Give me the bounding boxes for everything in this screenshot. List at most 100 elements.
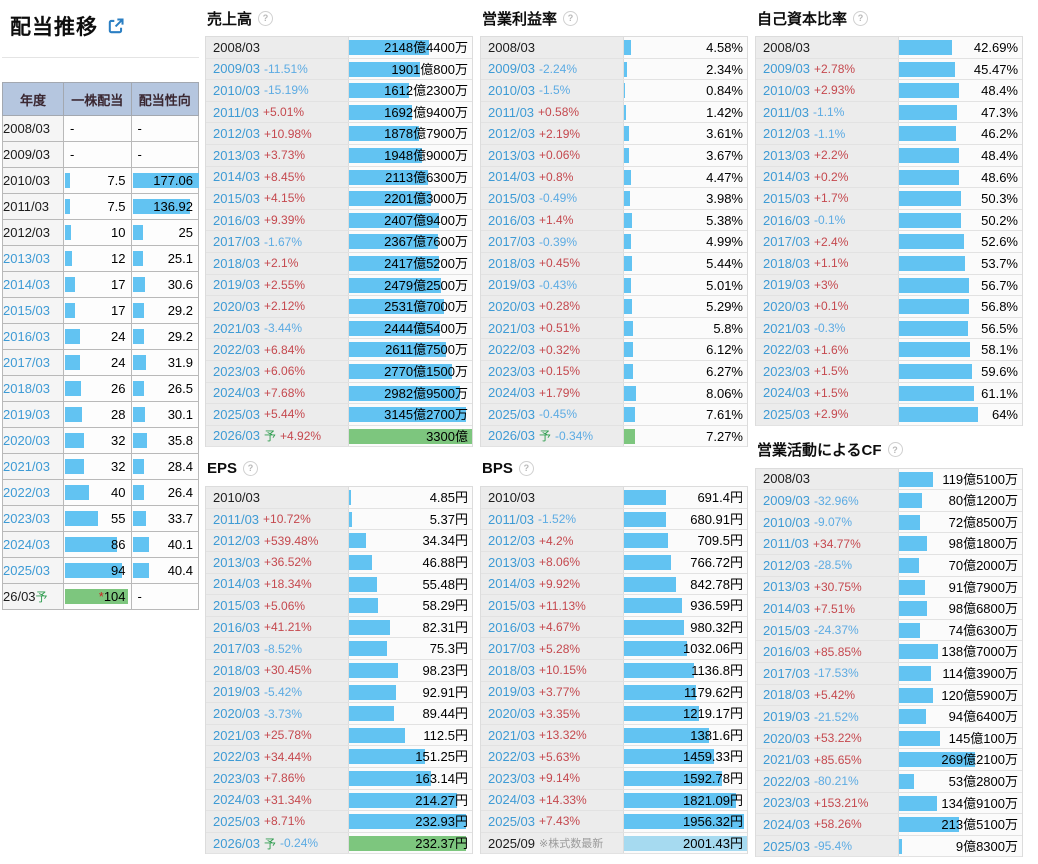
- year-label[interactable]: 2012/03: [763, 126, 810, 142]
- year-label[interactable]: 2023/03: [213, 363, 260, 379]
- year-label[interactable]: 2013/03: [763, 147, 810, 163]
- year-label[interactable]: 2021/03: [763, 320, 810, 336]
- year-label[interactable]: 2020/03: [763, 298, 810, 314]
- year-label[interactable]: 2024/03: [763, 385, 810, 401]
- year-label[interactable]: 2020/03: [488, 298, 535, 314]
- year-label[interactable]: 2022/03: [763, 342, 810, 358]
- year-label[interactable]: 2022/03: [763, 773, 810, 789]
- year-label[interactable]: 2020/03: [213, 298, 260, 314]
- year-label[interactable]: 2015/03: [3, 303, 50, 318]
- year-label[interactable]: 2018/03: [213, 662, 260, 678]
- year-label[interactable]: 2026/03: [213, 428, 260, 444]
- year-label[interactable]: 2011/03: [488, 511, 535, 527]
- external-link-icon[interactable]: [107, 17, 125, 35]
- year-label[interactable]: 2013/03: [213, 147, 260, 163]
- year-label[interactable]: 2026/03: [213, 835, 260, 851]
- year-label[interactable]: 2010/03: [213, 82, 260, 98]
- year-label[interactable]: 2018/03: [488, 255, 535, 271]
- help-icon[interactable]: ?: [518, 460, 534, 476]
- year-label[interactable]: 2012/03: [488, 126, 535, 142]
- year-label[interactable]: 2023/03: [488, 363, 535, 379]
- year-label[interactable]: 2019/03: [488, 277, 535, 293]
- help-icon[interactable]: ?: [258, 10, 274, 26]
- year-label[interactable]: 2016/03: [3, 329, 50, 344]
- year-label[interactable]: 2015/03: [213, 190, 260, 206]
- year-label[interactable]: 2021/03: [763, 752, 810, 768]
- year-label[interactable]: 2024/03: [3, 537, 50, 552]
- year-label[interactable]: 2017/03: [488, 641, 535, 657]
- year-label[interactable]: 2015/03: [488, 190, 535, 206]
- year-label[interactable]: 2019/03: [213, 684, 260, 700]
- year-label[interactable]: 2010/03: [488, 82, 535, 98]
- year-label[interactable]: 2016/03: [488, 619, 535, 635]
- year-label[interactable]: 2019/03: [3, 407, 50, 422]
- year-label[interactable]: 2023/03: [3, 511, 50, 526]
- year-label[interactable]: 2018/03: [488, 662, 535, 678]
- year-label[interactable]: 2025/03: [763, 838, 810, 854]
- year-label[interactable]: 2012/03: [763, 557, 810, 573]
- year-label[interactable]: 2017/03: [213, 641, 260, 657]
- year-label[interactable]: 2023/03: [763, 795, 810, 811]
- year-label[interactable]: 2021/03: [488, 320, 535, 336]
- year-label[interactable]: 2022/03: [488, 342, 535, 358]
- year-label[interactable]: 2025/03: [763, 406, 810, 422]
- year-label[interactable]: 2019/03: [763, 709, 810, 725]
- year-label[interactable]: 2011/03: [213, 104, 260, 120]
- year-label[interactable]: 2016/03: [488, 212, 535, 228]
- year-label[interactable]: 2018/03: [763, 687, 810, 703]
- year-label[interactable]: 2014/03: [488, 169, 535, 185]
- year-label[interactable]: 2017/03: [213, 234, 260, 250]
- year-label[interactable]: 2018/03: [763, 255, 810, 271]
- year-label[interactable]: 2017/03: [763, 234, 810, 250]
- year-label[interactable]: 2018/03: [213, 255, 260, 271]
- year-label[interactable]: 2015/03: [213, 598, 260, 614]
- year-label[interactable]: 2016/03: [763, 212, 810, 228]
- year-label[interactable]: 2010/03: [763, 82, 810, 98]
- year-label[interactable]: 2024/03: [763, 816, 810, 832]
- year-label[interactable]: 2023/03: [763, 363, 810, 379]
- year-label[interactable]: 2010/03: [763, 514, 810, 530]
- year-label[interactable]: 2015/03: [763, 622, 810, 638]
- year-label[interactable]: 2018/03: [3, 381, 50, 396]
- year-label[interactable]: 2012/03: [213, 126, 260, 142]
- year-label[interactable]: 2015/03: [488, 598, 535, 614]
- year-label[interactable]: 2024/03: [488, 385, 535, 401]
- year-label[interactable]: 2013/03: [213, 554, 260, 570]
- year-label[interactable]: 2014/03: [763, 169, 810, 185]
- year-label[interactable]: 2011/03: [213, 511, 260, 527]
- year-label[interactable]: 2017/03: [3, 355, 50, 370]
- year-label[interactable]: 2019/03: [488, 684, 535, 700]
- year-label[interactable]: 2017/03: [488, 234, 535, 250]
- year-label[interactable]: 2014/03: [488, 576, 535, 592]
- year-label[interactable]: 2014/03: [3, 277, 50, 292]
- year-label[interactable]: 2025/03: [3, 563, 50, 578]
- year-label[interactable]: 2013/03: [3, 251, 50, 266]
- year-label[interactable]: 2009/03: [488, 61, 535, 77]
- year-label[interactable]: 2011/03: [488, 104, 535, 120]
- year-label[interactable]: 2013/03: [763, 579, 810, 595]
- year-label[interactable]: 2009/03: [763, 61, 810, 77]
- year-label[interactable]: 2025/03: [213, 406, 260, 422]
- year-label[interactable]: 2024/03: [213, 792, 260, 808]
- year-label[interactable]: 2023/03: [488, 770, 535, 786]
- year-label[interactable]: 2012/03: [213, 533, 260, 549]
- year-label[interactable]: 2016/03: [213, 212, 260, 228]
- year-label[interactable]: 2024/03: [213, 385, 260, 401]
- year-label[interactable]: 2011/03: [763, 536, 810, 552]
- year-label[interactable]: 2025/03: [488, 406, 535, 422]
- year-label[interactable]: 2021/03: [213, 320, 260, 336]
- year-label[interactable]: 2022/03: [213, 342, 260, 358]
- year-label[interactable]: 2012/03: [488, 533, 535, 549]
- help-icon[interactable]: ?: [853, 10, 869, 26]
- year-label[interactable]: 2019/03: [763, 277, 810, 293]
- year-label[interactable]: 2021/03: [3, 459, 50, 474]
- year-label[interactable]: 2009/03: [213, 61, 260, 77]
- year-label[interactable]: 2022/03: [3, 485, 50, 500]
- year-label[interactable]: 2017/03: [763, 665, 810, 681]
- year-label[interactable]: 2025/03: [488, 813, 535, 829]
- year-label[interactable]: 2023/03: [213, 770, 260, 786]
- year-label[interactable]: 2020/03: [213, 706, 260, 722]
- year-label[interactable]: 2009/03: [763, 493, 810, 509]
- year-label[interactable]: 2024/03: [488, 792, 535, 808]
- year-label[interactable]: 2022/03: [488, 749, 535, 765]
